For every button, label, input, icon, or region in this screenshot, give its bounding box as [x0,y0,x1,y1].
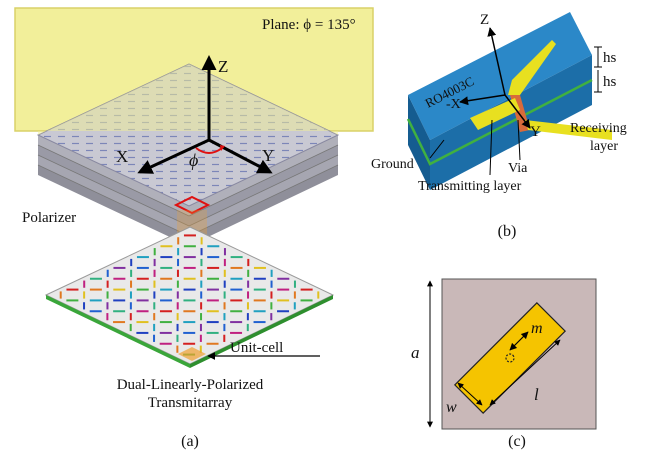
transmitting-patch [470,98,520,130]
receiving-label-1: Receiving [570,121,627,136]
b-axis-y-label: Y [530,124,541,140]
array-label-1: Dual-Linearly-Polarized [117,377,264,393]
panel-c: m l w a (c) [411,278,597,450]
polarizer-label: Polarizer [22,210,76,226]
ground-label: Ground [371,157,414,172]
caption-b: (b) [498,223,517,240]
transmitting-label: Transmitting layer [418,179,522,194]
axis-y-label: Y [262,146,274,165]
dim-m-label: m [531,320,543,337]
thickness-label-2: hs [603,74,617,90]
phi-symbol: ϕ [189,150,198,170]
ground-layer-line [406,78,593,166]
thickness-label-1: hs [603,50,617,66]
thickness-markers: hs hs [594,46,617,93]
dim-a-label: a [411,343,420,362]
caption-c: (c) [508,433,526,450]
caption-a: (a) [181,433,199,450]
b-axis-x-label: -X [446,97,461,112]
axis-x-label: X [116,147,128,166]
transmitarray [44,226,335,368]
axes-a: Z X Y ϕ [116,55,274,174]
unit-cell-label: Unit-cell [230,340,283,356]
receiving-patch [508,40,556,95]
receiving-label-2: layer [590,139,618,154]
panel-b: Z -X Y RO4003C hs hs Receiving layer Gro… [371,12,627,240]
dim-l-label: l [534,385,539,404]
panel-a: Plane: ϕ = 135° [14,7,374,450]
axis-z-label: Z [218,57,228,76]
b-axis-z-label: Z [480,12,489,28]
array-unit-cell-marker [178,347,206,361]
dipole-array [59,234,320,356]
via-label: Via [508,161,528,176]
array-label-2: Transmitarray [148,395,233,411]
dim-w-label: w [446,399,457,416]
plane-label: Plane: ϕ = 135° [262,17,356,33]
